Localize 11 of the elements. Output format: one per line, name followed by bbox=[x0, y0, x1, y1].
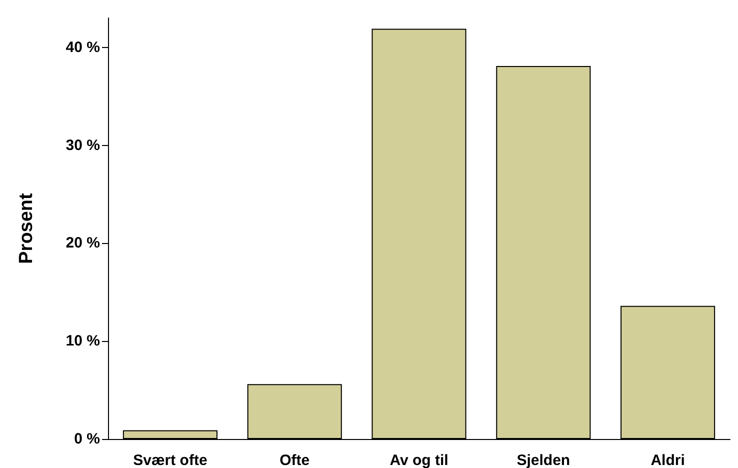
y-tick-label: 30 % bbox=[66, 136, 100, 154]
x-tick-label: Av og til bbox=[390, 452, 448, 468]
x-tick-label: Ofte bbox=[280, 452, 310, 468]
y-tick-label: 20 % bbox=[66, 234, 100, 252]
y-tick-label: 10 % bbox=[66, 332, 100, 350]
y-tick-label: 0 % bbox=[74, 430, 100, 448]
x-tick-label: Sjelden bbox=[516, 452, 570, 468]
x-tick-label: Aldri bbox=[650, 452, 685, 468]
y-tick-label: 40 % bbox=[66, 38, 100, 56]
y-axis-title: Prosent bbox=[16, 192, 37, 264]
x-tick-label: Svært ofte bbox=[133, 452, 208, 468]
